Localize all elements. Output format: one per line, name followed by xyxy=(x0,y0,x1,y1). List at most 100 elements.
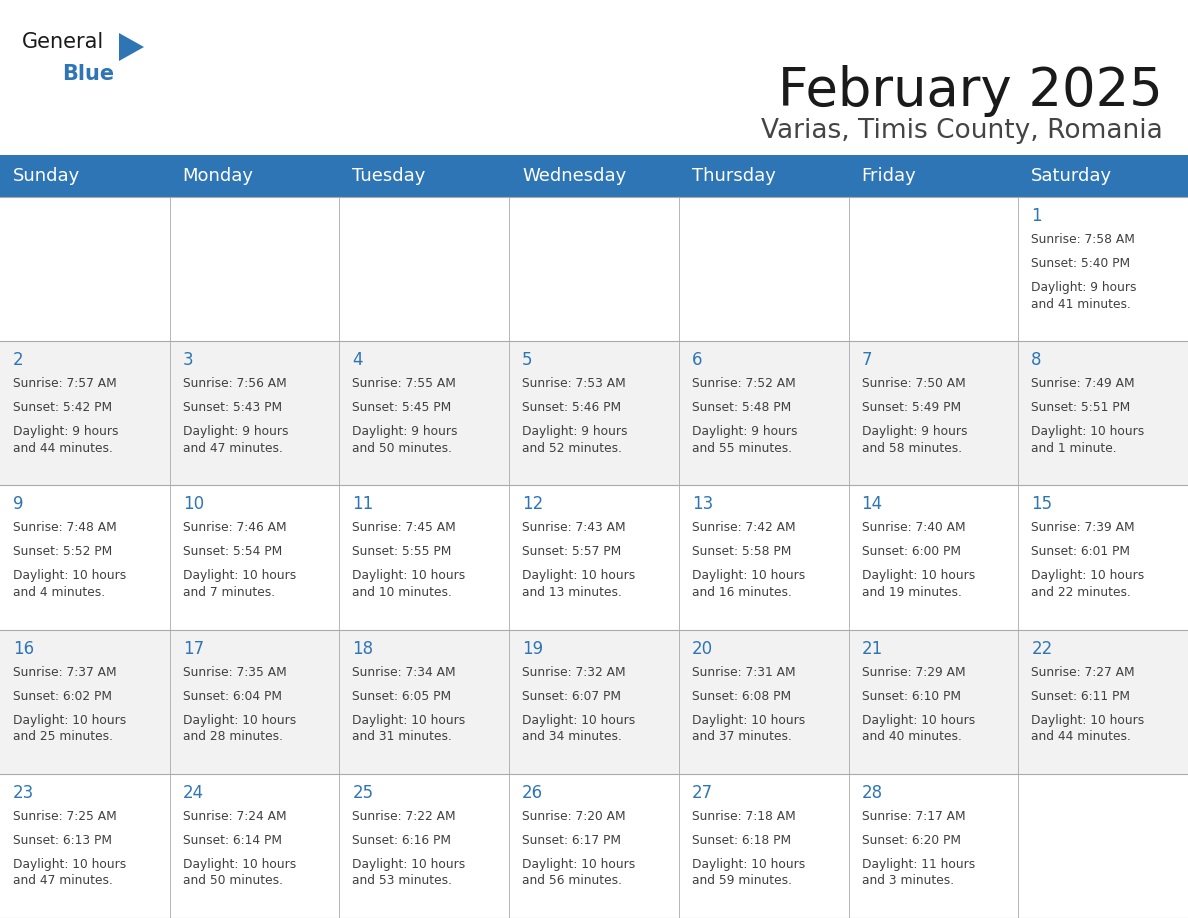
Text: Sunset: 6:10 PM: Sunset: 6:10 PM xyxy=(861,689,961,702)
Text: Daylight: 9 hours
and 44 minutes.: Daylight: 9 hours and 44 minutes. xyxy=(13,425,119,454)
Text: Sunrise: 7:17 AM: Sunrise: 7:17 AM xyxy=(861,810,965,823)
Text: Daylight: 10 hours
and 13 minutes.: Daylight: 10 hours and 13 minutes. xyxy=(523,569,636,599)
Text: Daylight: 10 hours
and 7 minutes.: Daylight: 10 hours and 7 minutes. xyxy=(183,569,296,599)
Text: Daylight: 10 hours
and 16 minutes.: Daylight: 10 hours and 16 minutes. xyxy=(691,569,805,599)
Text: Sunrise: 7:49 AM: Sunrise: 7:49 AM xyxy=(1031,377,1135,390)
Bar xyxy=(0,341,1188,486)
Text: 21: 21 xyxy=(861,640,883,657)
Text: Sunset: 6:11 PM: Sunset: 6:11 PM xyxy=(1031,689,1130,702)
Text: Sunset: 5:48 PM: Sunset: 5:48 PM xyxy=(691,401,791,414)
Text: Daylight: 9 hours
and 58 minutes.: Daylight: 9 hours and 58 minutes. xyxy=(861,425,967,454)
Text: Sunset: 5:42 PM: Sunset: 5:42 PM xyxy=(13,401,112,414)
Text: Daylight: 11 hours
and 3 minutes.: Daylight: 11 hours and 3 minutes. xyxy=(861,857,975,888)
Text: 3: 3 xyxy=(183,352,194,369)
Text: 28: 28 xyxy=(861,784,883,801)
Text: Sunset: 6:02 PM: Sunset: 6:02 PM xyxy=(13,689,112,702)
Text: Sunrise: 7:42 AM: Sunrise: 7:42 AM xyxy=(691,521,796,534)
Text: Sunrise: 7:56 AM: Sunrise: 7:56 AM xyxy=(183,377,286,390)
Text: Sunset: 5:51 PM: Sunset: 5:51 PM xyxy=(1031,401,1131,414)
Text: Sunset: 6:00 PM: Sunset: 6:00 PM xyxy=(861,545,961,558)
Text: Sunset: 6:01 PM: Sunset: 6:01 PM xyxy=(1031,545,1130,558)
Text: Sunset: 5:58 PM: Sunset: 5:58 PM xyxy=(691,545,791,558)
Text: 17: 17 xyxy=(183,640,204,657)
Text: Saturday: Saturday xyxy=(1031,167,1112,185)
Text: Daylight: 10 hours
and 4 minutes.: Daylight: 10 hours and 4 minutes. xyxy=(13,569,126,599)
Text: Sunrise: 7:48 AM: Sunrise: 7:48 AM xyxy=(13,521,116,534)
Text: 10: 10 xyxy=(183,496,204,513)
Text: Sunset: 6:04 PM: Sunset: 6:04 PM xyxy=(183,689,282,702)
Text: Sunrise: 7:52 AM: Sunrise: 7:52 AM xyxy=(691,377,796,390)
Text: Sunrise: 7:32 AM: Sunrise: 7:32 AM xyxy=(523,666,626,678)
Text: Daylight: 10 hours
and 28 minutes.: Daylight: 10 hours and 28 minutes. xyxy=(183,713,296,743)
Text: Wednesday: Wednesday xyxy=(523,167,626,185)
Text: Sunset: 6:17 PM: Sunset: 6:17 PM xyxy=(523,834,621,846)
Text: 12: 12 xyxy=(523,496,543,513)
Text: Daylight: 10 hours
and 1 minute.: Daylight: 10 hours and 1 minute. xyxy=(1031,425,1144,454)
Text: Sunset: 5:55 PM: Sunset: 5:55 PM xyxy=(353,545,451,558)
Text: Sunset: 5:46 PM: Sunset: 5:46 PM xyxy=(523,401,621,414)
Text: Sunrise: 7:34 AM: Sunrise: 7:34 AM xyxy=(353,666,456,678)
Text: Daylight: 9 hours
and 50 minutes.: Daylight: 9 hours and 50 minutes. xyxy=(353,425,457,454)
Text: Sunday: Sunday xyxy=(13,167,81,185)
Text: Sunset: 6:16 PM: Sunset: 6:16 PM xyxy=(353,834,451,846)
Text: Daylight: 9 hours
and 41 minutes.: Daylight: 9 hours and 41 minutes. xyxy=(1031,281,1137,310)
Text: Sunrise: 7:31 AM: Sunrise: 7:31 AM xyxy=(691,666,796,678)
Bar xyxy=(0,630,1188,774)
Text: Sunset: 6:14 PM: Sunset: 6:14 PM xyxy=(183,834,282,846)
Text: 26: 26 xyxy=(523,784,543,801)
Text: Varias, Timis County, Romania: Varias, Timis County, Romania xyxy=(762,118,1163,144)
Text: Sunrise: 7:22 AM: Sunrise: 7:22 AM xyxy=(353,810,456,823)
Text: February 2025: February 2025 xyxy=(778,65,1163,117)
Text: Daylight: 10 hours
and 47 minutes.: Daylight: 10 hours and 47 minutes. xyxy=(13,857,126,888)
Text: Sunrise: 7:57 AM: Sunrise: 7:57 AM xyxy=(13,377,116,390)
Text: Sunrise: 7:53 AM: Sunrise: 7:53 AM xyxy=(523,377,626,390)
Text: Sunset: 6:07 PM: Sunset: 6:07 PM xyxy=(523,689,621,702)
Text: Sunrise: 7:37 AM: Sunrise: 7:37 AM xyxy=(13,666,116,678)
Text: 5: 5 xyxy=(523,352,532,369)
Text: 9: 9 xyxy=(13,496,24,513)
Text: Sunrise: 7:25 AM: Sunrise: 7:25 AM xyxy=(13,810,116,823)
Text: Sunset: 6:05 PM: Sunset: 6:05 PM xyxy=(353,689,451,702)
Bar xyxy=(0,486,1188,630)
Text: 19: 19 xyxy=(523,640,543,657)
Text: Sunrise: 7:55 AM: Sunrise: 7:55 AM xyxy=(353,377,456,390)
Text: 27: 27 xyxy=(691,784,713,801)
Text: Daylight: 10 hours
and 40 minutes.: Daylight: 10 hours and 40 minutes. xyxy=(861,713,975,743)
Text: Daylight: 10 hours
and 59 minutes.: Daylight: 10 hours and 59 minutes. xyxy=(691,857,805,888)
Text: 11: 11 xyxy=(353,496,374,513)
Text: 7: 7 xyxy=(861,352,872,369)
Text: Sunrise: 7:27 AM: Sunrise: 7:27 AM xyxy=(1031,666,1135,678)
Text: 20: 20 xyxy=(691,640,713,657)
Text: Daylight: 10 hours
and 37 minutes.: Daylight: 10 hours and 37 minutes. xyxy=(691,713,805,743)
Text: Sunrise: 7:43 AM: Sunrise: 7:43 AM xyxy=(523,521,626,534)
Text: Daylight: 10 hours
and 34 minutes.: Daylight: 10 hours and 34 minutes. xyxy=(523,713,636,743)
Text: Daylight: 10 hours
and 50 minutes.: Daylight: 10 hours and 50 minutes. xyxy=(183,857,296,888)
Text: Sunset: 5:49 PM: Sunset: 5:49 PM xyxy=(861,401,961,414)
Text: 25: 25 xyxy=(353,784,373,801)
Text: Daylight: 10 hours
and 10 minutes.: Daylight: 10 hours and 10 minutes. xyxy=(353,569,466,599)
Text: Daylight: 9 hours
and 52 minutes.: Daylight: 9 hours and 52 minutes. xyxy=(523,425,627,454)
Text: Sunset: 5:45 PM: Sunset: 5:45 PM xyxy=(353,401,451,414)
Text: Sunset: 5:52 PM: Sunset: 5:52 PM xyxy=(13,545,112,558)
Text: Friday: Friday xyxy=(861,167,916,185)
Text: Daylight: 10 hours
and 22 minutes.: Daylight: 10 hours and 22 minutes. xyxy=(1031,569,1144,599)
Text: Sunrise: 7:29 AM: Sunrise: 7:29 AM xyxy=(861,666,965,678)
Text: Tuesday: Tuesday xyxy=(353,167,425,185)
Bar xyxy=(0,774,1188,918)
Text: Sunset: 6:08 PM: Sunset: 6:08 PM xyxy=(691,689,791,702)
Text: Sunset: 5:40 PM: Sunset: 5:40 PM xyxy=(1031,257,1131,270)
Text: Sunset: 5:54 PM: Sunset: 5:54 PM xyxy=(183,545,282,558)
Text: 8: 8 xyxy=(1031,352,1042,369)
Text: Daylight: 10 hours
and 56 minutes.: Daylight: 10 hours and 56 minutes. xyxy=(523,857,636,888)
Bar xyxy=(0,155,1188,197)
Text: General: General xyxy=(23,32,105,52)
Text: 24: 24 xyxy=(183,784,204,801)
Polygon shape xyxy=(119,33,144,61)
Bar xyxy=(0,197,1188,341)
Text: Sunset: 5:57 PM: Sunset: 5:57 PM xyxy=(523,545,621,558)
Text: Daylight: 9 hours
and 47 minutes.: Daylight: 9 hours and 47 minutes. xyxy=(183,425,289,454)
Text: Sunrise: 7:24 AM: Sunrise: 7:24 AM xyxy=(183,810,286,823)
Text: Daylight: 10 hours
and 25 minutes.: Daylight: 10 hours and 25 minutes. xyxy=(13,713,126,743)
Text: 2: 2 xyxy=(13,352,24,369)
Text: Sunrise: 7:20 AM: Sunrise: 7:20 AM xyxy=(523,810,626,823)
